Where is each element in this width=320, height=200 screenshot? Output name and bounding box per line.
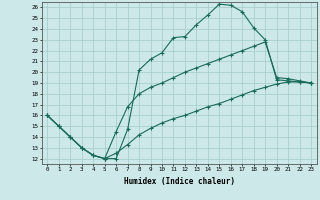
X-axis label: Humidex (Indice chaleur): Humidex (Indice chaleur)	[124, 177, 235, 186]
